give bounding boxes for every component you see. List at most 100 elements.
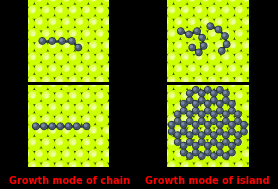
Circle shape	[113, 141, 116, 144]
Circle shape	[122, 28, 136, 42]
Circle shape	[178, 176, 181, 179]
Circle shape	[56, 7, 63, 13]
Circle shape	[160, 40, 173, 53]
Circle shape	[217, 108, 222, 113]
Circle shape	[175, 18, 182, 25]
Circle shape	[108, 90, 122, 104]
Circle shape	[175, 104, 182, 110]
Circle shape	[217, 122, 222, 127]
Circle shape	[76, 89, 83, 95]
Circle shape	[262, 67, 275, 80]
Circle shape	[69, 38, 74, 43]
Circle shape	[194, 114, 207, 127]
Circle shape	[221, 160, 235, 174]
Circle shape	[205, 129, 210, 134]
Circle shape	[217, 150, 222, 155]
Circle shape	[174, 0, 187, 6]
Circle shape	[262, 161, 275, 174]
Circle shape	[70, 7, 76, 13]
Circle shape	[182, 7, 188, 13]
Circle shape	[173, 16, 187, 30]
Circle shape	[41, 28, 55, 42]
Circle shape	[229, 122, 235, 128]
Circle shape	[198, 164, 201, 167]
Circle shape	[248, 52, 261, 65]
Circle shape	[216, 65, 222, 71]
Circle shape	[187, 173, 200, 185]
Circle shape	[68, 137, 82, 151]
Circle shape	[208, 161, 220, 174]
Circle shape	[208, 137, 220, 150]
Circle shape	[63, 104, 69, 110]
Circle shape	[243, 0, 249, 1]
Circle shape	[181, 101, 187, 107]
Circle shape	[217, 143, 222, 148]
Circle shape	[35, 17, 48, 30]
Circle shape	[188, 154, 190, 156]
Circle shape	[79, 67, 82, 70]
Circle shape	[214, 0, 227, 6]
Circle shape	[200, 125, 214, 139]
Circle shape	[168, 115, 175, 122]
Circle shape	[265, 94, 269, 97]
Circle shape	[259, 176, 262, 179]
Circle shape	[123, 114, 135, 127]
Circle shape	[229, 127, 235, 133]
Circle shape	[95, 160, 109, 174]
Circle shape	[48, 149, 61, 162]
Circle shape	[88, 40, 102, 54]
Circle shape	[103, 0, 110, 1]
Circle shape	[89, 87, 101, 100]
Circle shape	[27, 160, 41, 174]
Circle shape	[189, 18, 195, 25]
Circle shape	[182, 92, 188, 98]
Circle shape	[16, 92, 22, 98]
Circle shape	[157, 32, 160, 35]
Circle shape	[90, 127, 96, 133]
Circle shape	[223, 30, 229, 36]
Circle shape	[18, 32, 21, 35]
Circle shape	[155, 139, 161, 145]
Circle shape	[254, 16, 268, 30]
Circle shape	[21, 172, 34, 186]
Circle shape	[217, 149, 223, 156]
Circle shape	[75, 79, 88, 92]
Circle shape	[167, 5, 180, 18]
Circle shape	[248, 114, 262, 127]
Circle shape	[206, 122, 208, 125]
Circle shape	[198, 56, 201, 59]
Circle shape	[171, 118, 174, 121]
Circle shape	[235, 29, 247, 42]
FancyArrow shape	[198, 83, 218, 84]
Circle shape	[35, 173, 48, 185]
Circle shape	[225, 56, 228, 59]
Circle shape	[245, 83, 248, 86]
Circle shape	[21, 0, 34, 6]
Circle shape	[174, 64, 187, 77]
Circle shape	[202, 150, 208, 157]
Circle shape	[228, 149, 241, 162]
Circle shape	[205, 143, 210, 148]
Circle shape	[35, 0, 48, 6]
Circle shape	[45, 79, 48, 82]
Circle shape	[119, 67, 122, 70]
Circle shape	[234, 28, 248, 42]
Circle shape	[146, 125, 160, 139]
Circle shape	[162, 174, 168, 180]
Circle shape	[28, 29, 41, 42]
Circle shape	[151, 129, 154, 132]
Circle shape	[95, 90, 109, 104]
Circle shape	[146, 102, 160, 116]
Circle shape	[175, 119, 178, 121]
Circle shape	[43, 139, 49, 145]
Circle shape	[36, 174, 42, 180]
Circle shape	[90, 65, 96, 71]
Circle shape	[42, 124, 44, 127]
Circle shape	[181, 129, 186, 134]
Circle shape	[238, 118, 241, 121]
Circle shape	[241, 122, 247, 127]
Circle shape	[76, 45, 81, 50]
Circle shape	[262, 76, 275, 88]
Circle shape	[248, 5, 261, 18]
Circle shape	[223, 132, 229, 138]
